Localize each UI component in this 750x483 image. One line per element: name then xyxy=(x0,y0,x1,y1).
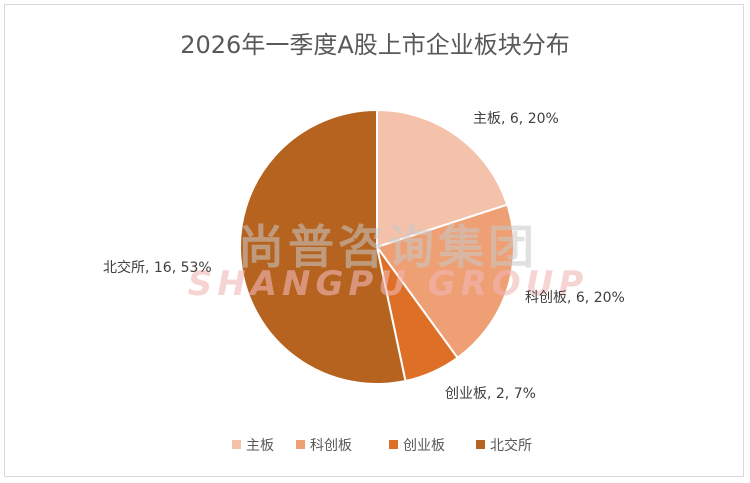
legend-swatch-2 xyxy=(296,440,305,449)
pie-slice-2 xyxy=(375,203,515,360)
watermark-en: SHANGPU GROUP xyxy=(188,264,589,304)
legend: 主板 科创板 创业板 北交所 xyxy=(232,437,532,454)
pie-chart: 2026年一季度A股上市企业板块分布 尚普咨询集团 SHANGPU GROUP … xyxy=(103,31,625,454)
watermark-cn: 尚普咨询集团 xyxy=(238,220,538,274)
legend-swatch-3 xyxy=(389,440,398,449)
pie-slices xyxy=(239,108,515,385)
data-labels: 主板, 6, 20% 科创板, 6, 20% 创业板, 2, 7% 北交所, 16, … xyxy=(103,111,625,402)
pie-slice-1 xyxy=(376,108,509,249)
legend-swatch-1 xyxy=(232,440,241,449)
data-label-3: 创业板, 2, 7% xyxy=(445,386,536,402)
data-label-2: 科创板, 6, 20% xyxy=(525,290,625,306)
legend-label-2: 科创板 xyxy=(310,438,352,454)
watermark: 尚普咨询集团 SHANGPU GROUP xyxy=(188,220,589,304)
legend-swatch-4 xyxy=(476,440,485,449)
chart-frame: 2026年一季度A股上市企业板块分布 尚普咨询集团 SHANGPU GROUP … xyxy=(4,4,744,477)
data-label-1: 主板, 6, 20% xyxy=(473,111,559,127)
legend-label-3: 创业板 xyxy=(403,438,445,454)
data-label-4: 北交所, 16, 53% xyxy=(103,259,212,276)
legend-label-4: 北交所 xyxy=(490,437,532,454)
legend-label-1: 主板 xyxy=(246,438,274,454)
pie-slice-4 xyxy=(239,108,407,385)
chart-title: 2026年一季度A股上市企业板块分布 xyxy=(180,31,570,59)
